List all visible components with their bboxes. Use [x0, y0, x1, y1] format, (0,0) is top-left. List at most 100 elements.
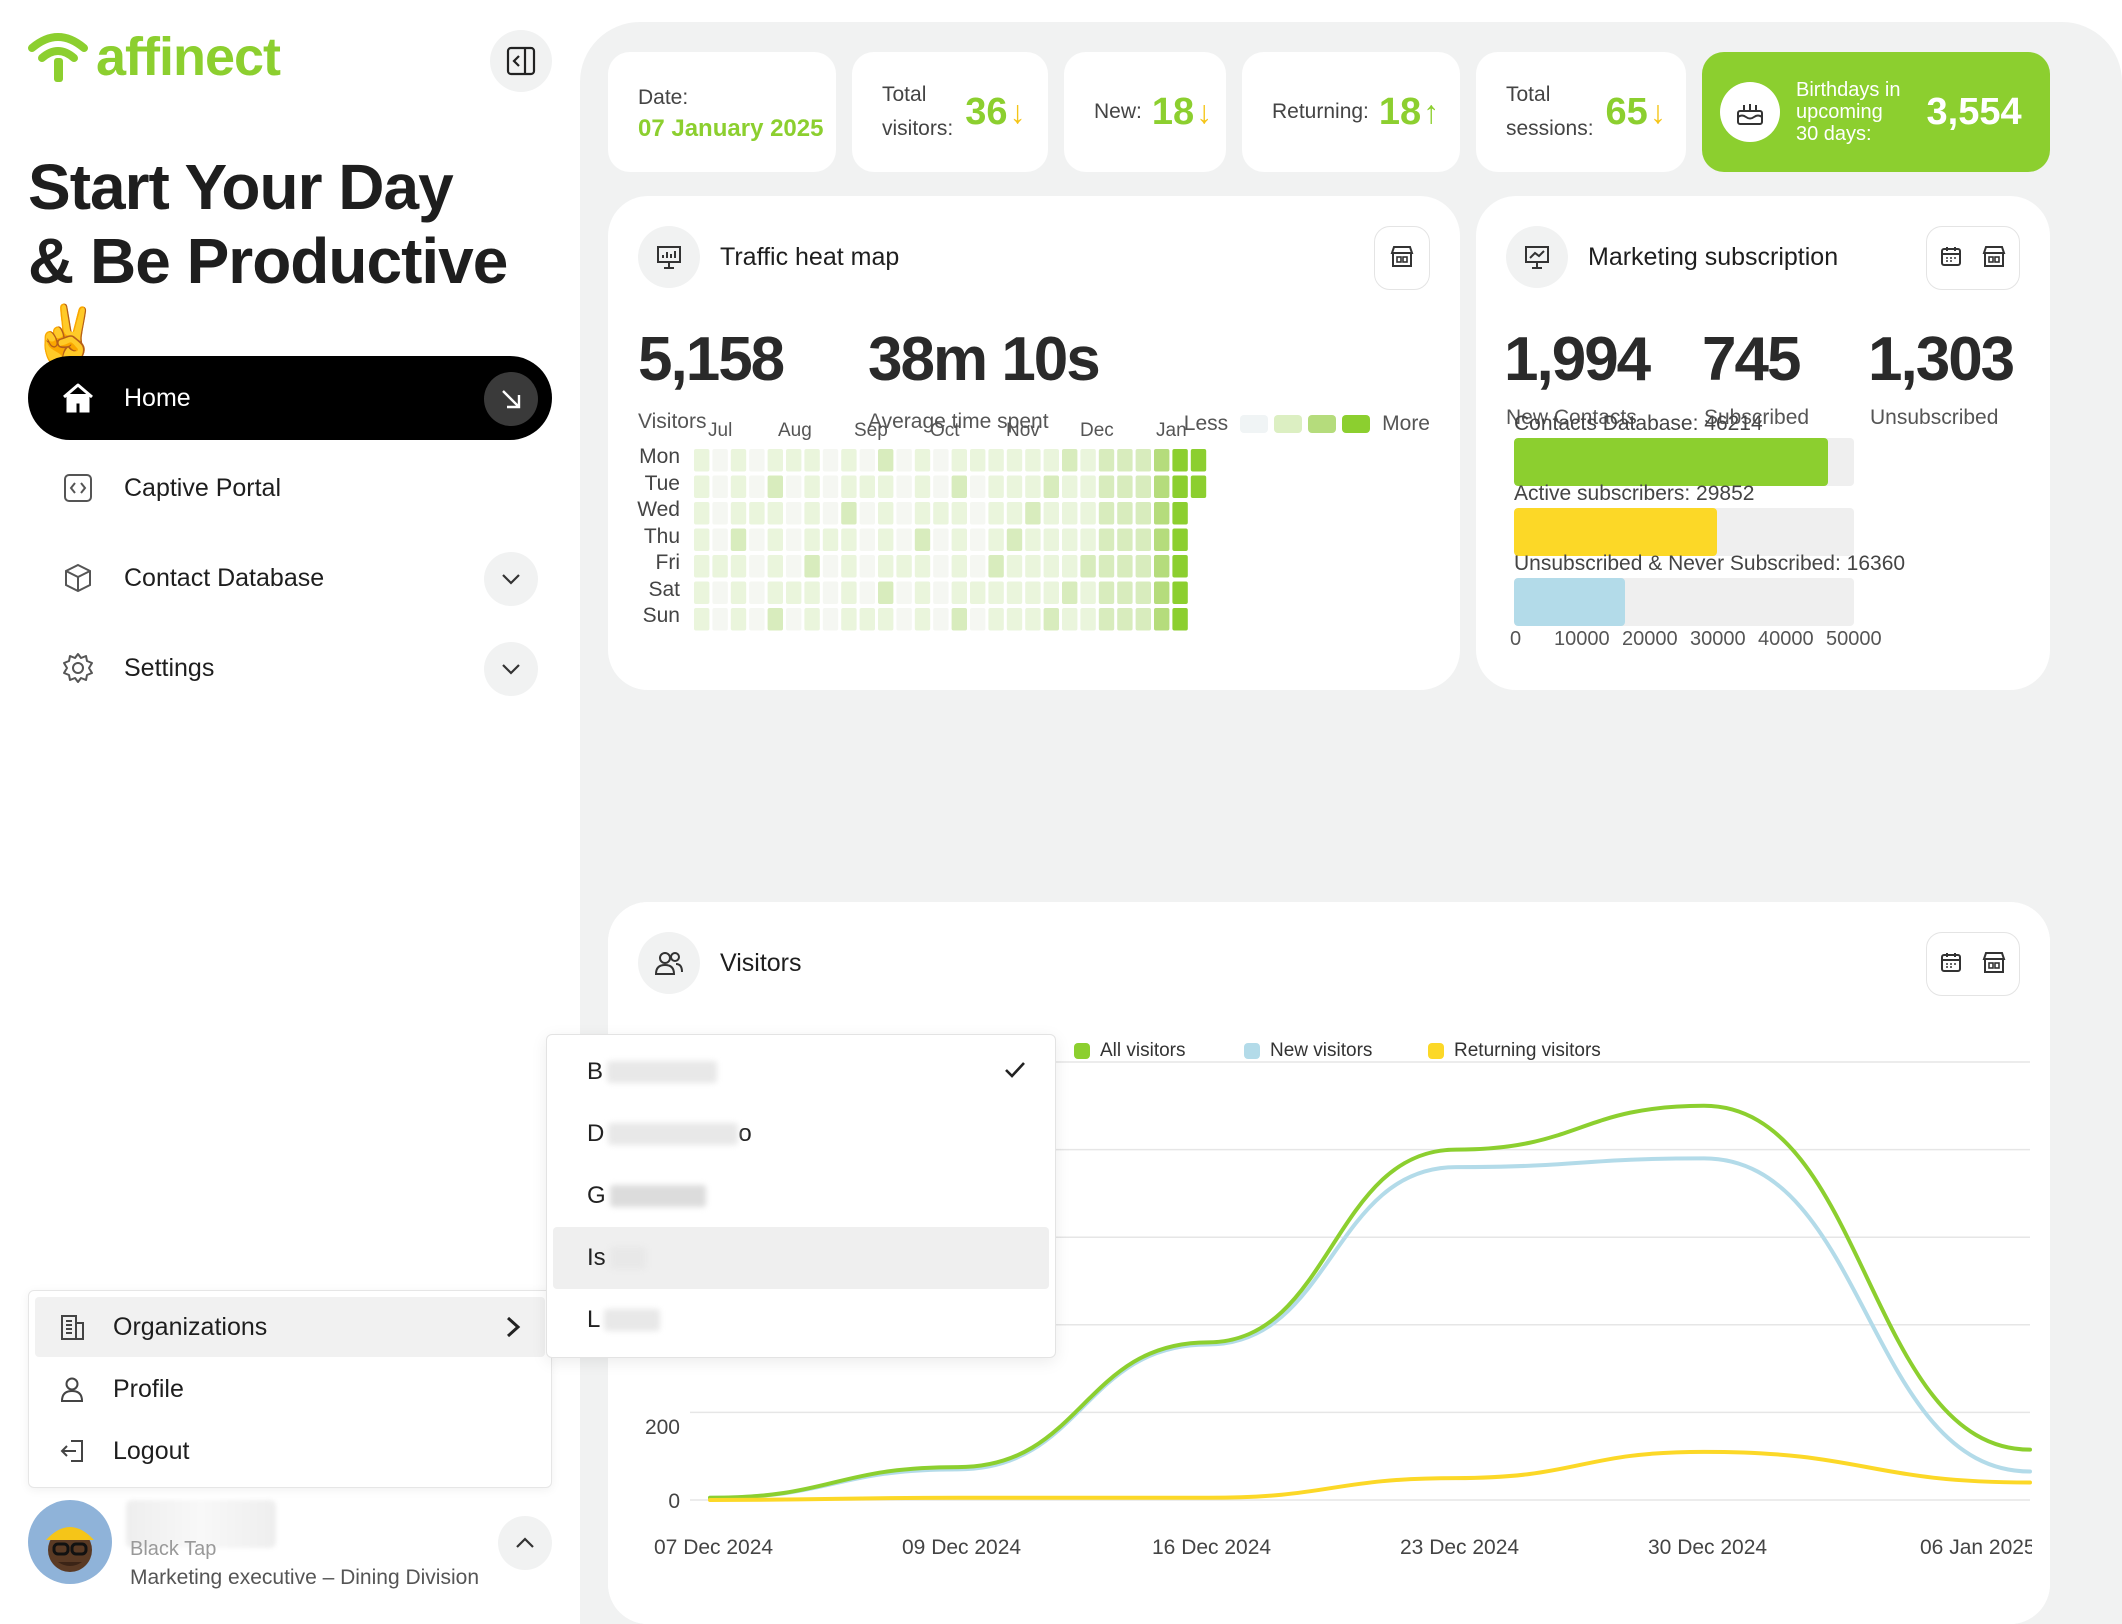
collapse-sidebar-button[interactable]	[490, 30, 552, 92]
heatmap-cell[interactable]	[822, 502, 839, 525]
heatmap-cell[interactable]	[878, 502, 894, 525]
heatmap-cell[interactable]	[1062, 502, 1078, 525]
heatmap-cell[interactable]	[749, 555, 765, 578]
heatmap-cell[interactable]	[712, 449, 728, 472]
heatmap-cell[interactable]	[767, 608, 783, 631]
heatmap-cell[interactable]	[914, 555, 931, 578]
heatmap-cell[interactable]	[730, 449, 747, 472]
heatmap-cell[interactable]	[694, 581, 710, 605]
heatmap-cell[interactable]	[1006, 475, 1023, 499]
heatmap-cell[interactable]	[1172, 555, 1188, 578]
heatmap-cell[interactable]	[878, 475, 894, 499]
heatmap-cell[interactable]	[749, 502, 765, 525]
brand-logo[interactable]: affinect	[28, 26, 281, 88]
heatmap-cell[interactable]	[1172, 449, 1188, 472]
heatmap-cell[interactable]	[1098, 449, 1115, 472]
heatmap-cell[interactable]	[1098, 555, 1115, 578]
heatmap-cell[interactable]	[933, 581, 949, 605]
heatmap-cell[interactable]	[1154, 608, 1170, 631]
heatmap-cell[interactable]	[951, 608, 967, 631]
heatmap-cell[interactable]	[822, 528, 839, 552]
series-line-2[interactable]	[708, 1449, 2032, 1502]
heatmap-cell[interactable]	[786, 528, 802, 552]
bar[interactable]	[1514, 438, 1829, 486]
heatmap-cell[interactable]	[896, 608, 912, 631]
heatmap-cell[interactable]	[988, 475, 1004, 499]
heatmap-cell[interactable]	[878, 449, 894, 472]
menu-item-organizations[interactable]: Organizations	[35, 1297, 545, 1357]
heatmap-cell[interactable]	[749, 581, 765, 605]
heatmap-cell[interactable]	[896, 502, 912, 525]
heatmap-cell[interactable]	[1043, 608, 1059, 631]
heatmap-cell[interactable]	[804, 449, 820, 472]
heatmap-cell[interactable]	[859, 608, 875, 631]
heatmap-cell[interactable]	[1025, 475, 1041, 499]
menu-item-logout[interactable]: Logout	[35, 1421, 545, 1481]
heatmap-cell[interactable]	[1006, 555, 1023, 578]
series-line-0[interactable]	[708, 1103, 2032, 1500]
nav-item-contact-database[interactable]: Contact Database	[28, 536, 552, 620]
heatmap-cell[interactable]	[1135, 555, 1151, 578]
heatmap-cell[interactable]	[878, 555, 894, 578]
nav-item-captive-portal[interactable]: Captive Portal	[28, 446, 552, 530]
heatmap-cell[interactable]	[694, 528, 710, 552]
heatmap-cell[interactable]	[749, 475, 765, 499]
heatmap-cell[interactable]	[712, 581, 728, 605]
heatmap-cell[interactable]	[694, 555, 710, 578]
heatmap-cell[interactable]	[767, 555, 783, 578]
heatmap-cell[interactable]	[1135, 608, 1151, 631]
heatmap-cell[interactable]	[914, 581, 931, 605]
heatmap-cell[interactable]	[1154, 449, 1170, 472]
heatmap-cell[interactable]	[730, 608, 747, 631]
heatmap-cell[interactable]	[1043, 528, 1059, 552]
heatmap-cell[interactable]	[1154, 475, 1170, 499]
heatmap-cell[interactable]	[859, 502, 875, 525]
heatmap-cell[interactable]	[1025, 608, 1041, 631]
heatmap-cell[interactable]	[914, 608, 931, 631]
heatmap-cell[interactable]	[1006, 528, 1023, 552]
heatmap-cell[interactable]	[988, 581, 1004, 605]
heatmap-cell[interactable]	[749, 449, 765, 472]
heatmap-cell[interactable]	[712, 608, 728, 631]
heatmap-cell[interactable]	[1190, 449, 1207, 472]
heatmap-cell[interactable]	[1135, 581, 1151, 605]
heatmap-cell[interactable]	[878, 528, 894, 552]
heatmap-cell[interactable]	[970, 581, 986, 605]
heatmap-cell[interactable]	[896, 449, 912, 472]
heatmap-cell[interactable]	[1154, 502, 1170, 525]
heatmap-cell[interactable]	[1006, 581, 1023, 605]
heatmap-cell[interactable]	[933, 528, 949, 552]
heatmap-cell[interactable]	[1098, 475, 1115, 499]
heatmap-cell[interactable]	[1117, 475, 1133, 499]
heatmap-cell[interactable]	[1043, 581, 1059, 605]
bar[interactable]	[1514, 508, 1717, 556]
heatmap-cell[interactable]	[878, 581, 894, 605]
heatmap-cell[interactable]	[1190, 475, 1207, 499]
heatmap-cell[interactable]	[786, 475, 802, 499]
heatmap-cell[interactable]	[712, 502, 728, 525]
heatmap-cell[interactable]	[970, 608, 986, 631]
heatmap-cell[interactable]	[1080, 502, 1096, 525]
heatmap-cell[interactable]	[951, 502, 967, 525]
heatmap-cell[interactable]	[1006, 608, 1023, 631]
heatmap-cell[interactable]	[730, 555, 747, 578]
heatmap-cell[interactable]	[1043, 475, 1059, 499]
heatmap-cell[interactable]	[1154, 581, 1170, 605]
heatmap-cell[interactable]	[1080, 608, 1096, 631]
heatmap-cell[interactable]	[1117, 528, 1133, 552]
calendar-icon[interactable]	[1939, 244, 1963, 273]
heatmap-cell[interactable]	[933, 502, 949, 525]
heatmap-cell[interactable]	[1006, 502, 1023, 525]
stat-birthdays[interactable]: Birthdays in upcoming 30 days: 3,554	[1702, 52, 2050, 172]
heatmap-cell[interactable]	[878, 608, 894, 631]
heatmap-cell[interactable]	[1025, 581, 1041, 605]
heatmap-cell[interactable]	[786, 449, 802, 472]
heatmap-cell[interactable]	[822, 608, 839, 631]
heatmap-cell[interactable]	[749, 528, 765, 552]
heatmap-cell[interactable]	[933, 608, 949, 631]
store-icon[interactable]	[1389, 244, 1415, 273]
nav-item-home[interactable]: Home	[28, 356, 552, 440]
heatmap-cell[interactable]	[1043, 502, 1059, 525]
heatmap-cell[interactable]	[1135, 449, 1151, 472]
